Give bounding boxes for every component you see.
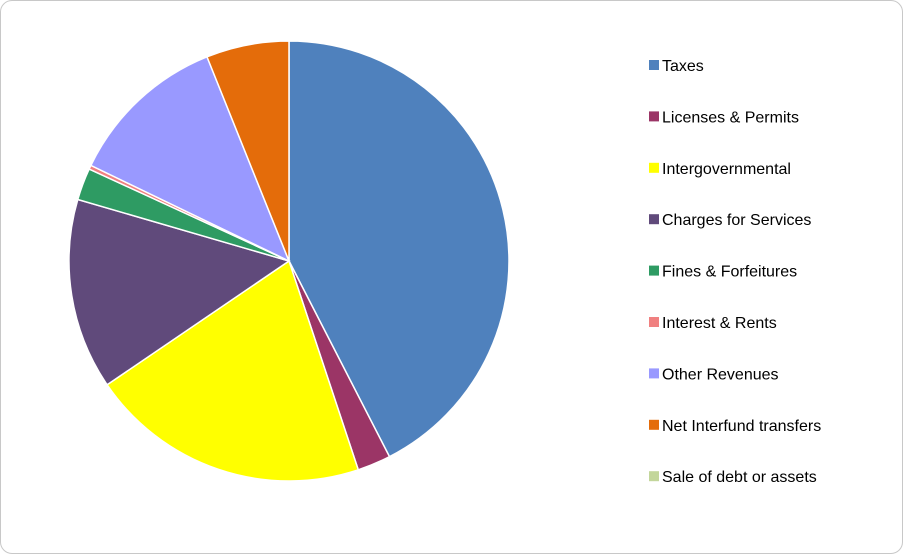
legend-item-net-interfund-transfers: Net Interfund transfers bbox=[649, 418, 821, 435]
legend-item-charges-for-services: Charges for Services bbox=[649, 212, 811, 229]
legend-item-sale-of-debt-or-assets: Sale of debt or assets bbox=[649, 469, 817, 486]
pie-slice-taxes bbox=[288, 40, 510, 458]
legend-label: Licenses & Permits bbox=[662, 109, 799, 126]
legend-swatch bbox=[649, 419, 659, 430]
legend-swatch bbox=[649, 60, 659, 70]
pie-slice-intergovernmental bbox=[106, 259, 360, 482]
legend-item-interest-and-rents: Interest & Rents bbox=[649, 315, 777, 332]
legend-swatch bbox=[649, 368, 659, 379]
legend-label: Net Interfund transfers bbox=[662, 418, 821, 435]
legend-item-fines-and-forfeitures: Fines & Forfeitures bbox=[649, 264, 797, 281]
legend-label: Other Revenues bbox=[662, 366, 779, 383]
pie-slices bbox=[68, 40, 510, 482]
legend-swatch bbox=[649, 111, 659, 122]
legend-label: Intergovernmental bbox=[662, 161, 791, 178]
legend-label: Sale of debt or assets bbox=[662, 469, 817, 486]
legend-label: Charges for Services bbox=[662, 212, 811, 229]
pie-slice-net-interfund-transfers bbox=[206, 40, 290, 262]
legend-swatch bbox=[649, 214, 659, 225]
legend-swatch bbox=[649, 471, 659, 482]
legend-swatch bbox=[649, 317, 659, 327]
legend-label: Fines & Forfeitures bbox=[662, 264, 797, 281]
legend-item-other-revenues: Other Revenues bbox=[649, 366, 779, 383]
legend: Taxes Licenses & Permits Intergovernmental… bbox=[649, 58, 821, 486]
pie-slice-charges-for-services bbox=[68, 198, 291, 386]
legend-item-taxes: Taxes bbox=[649, 58, 704, 75]
legend-label: Interest & Rents bbox=[662, 315, 777, 332]
legend-swatch bbox=[649, 162, 659, 173]
legend-label: Taxes bbox=[662, 58, 704, 75]
pie-slice-other-revenues bbox=[89, 55, 291, 263]
legend-item-licenses-and-permits: Licenses & Permits bbox=[649, 109, 799, 126]
legend-item-intergovernmental: Intergovernmental bbox=[649, 161, 791, 178]
legend-swatch bbox=[649, 265, 659, 276]
